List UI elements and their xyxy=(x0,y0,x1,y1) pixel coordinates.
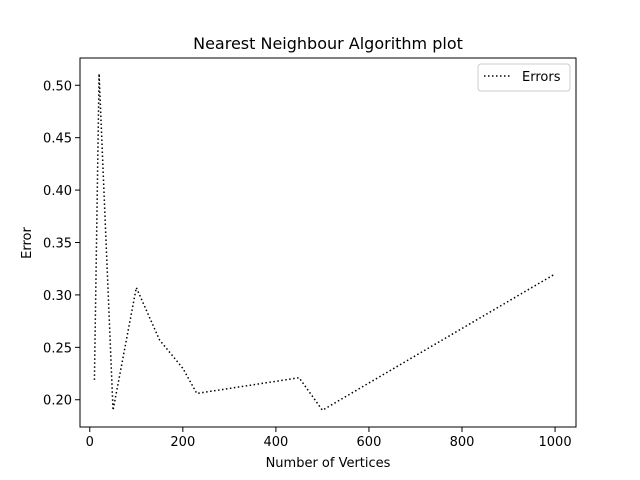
y-tick-label: 0.20 xyxy=(43,394,72,409)
chart-title: Nearest Neighbour Algorithm plot xyxy=(193,34,463,53)
y-axis: 0.20 0.25 0.30 0.35 0.40 0.45 0.50 xyxy=(43,79,80,409)
legend-label-errors: Errors xyxy=(522,70,561,85)
y-tick-label: 0.25 xyxy=(43,341,72,356)
x-tick-label: 1000 xyxy=(539,435,572,450)
x-tick-label: 0 xyxy=(86,435,94,450)
x-axis-label: Number of Vertices xyxy=(266,456,391,471)
y-tick-label: 0.40 xyxy=(43,184,72,199)
y-axis-label: Error xyxy=(20,227,35,259)
x-tick-label: 600 xyxy=(357,435,382,450)
legend-frame xyxy=(477,63,571,92)
y-tick-label: 0.50 xyxy=(43,79,72,94)
y-tick-label: 0.30 xyxy=(43,289,72,304)
plot-frame xyxy=(79,57,577,428)
x-tick-label: 400 xyxy=(263,435,288,450)
x-tick-label: 800 xyxy=(450,435,475,450)
x-tick-label: 200 xyxy=(170,435,195,450)
legend: Errors xyxy=(477,63,571,92)
series-line-errors xyxy=(93,73,556,412)
y-tick-label: 0.45 xyxy=(43,132,72,147)
series-group xyxy=(93,73,556,412)
x-axis: 0 200 400 600 800 1000 xyxy=(86,427,572,450)
y-tick-label: 0.35 xyxy=(43,237,72,252)
